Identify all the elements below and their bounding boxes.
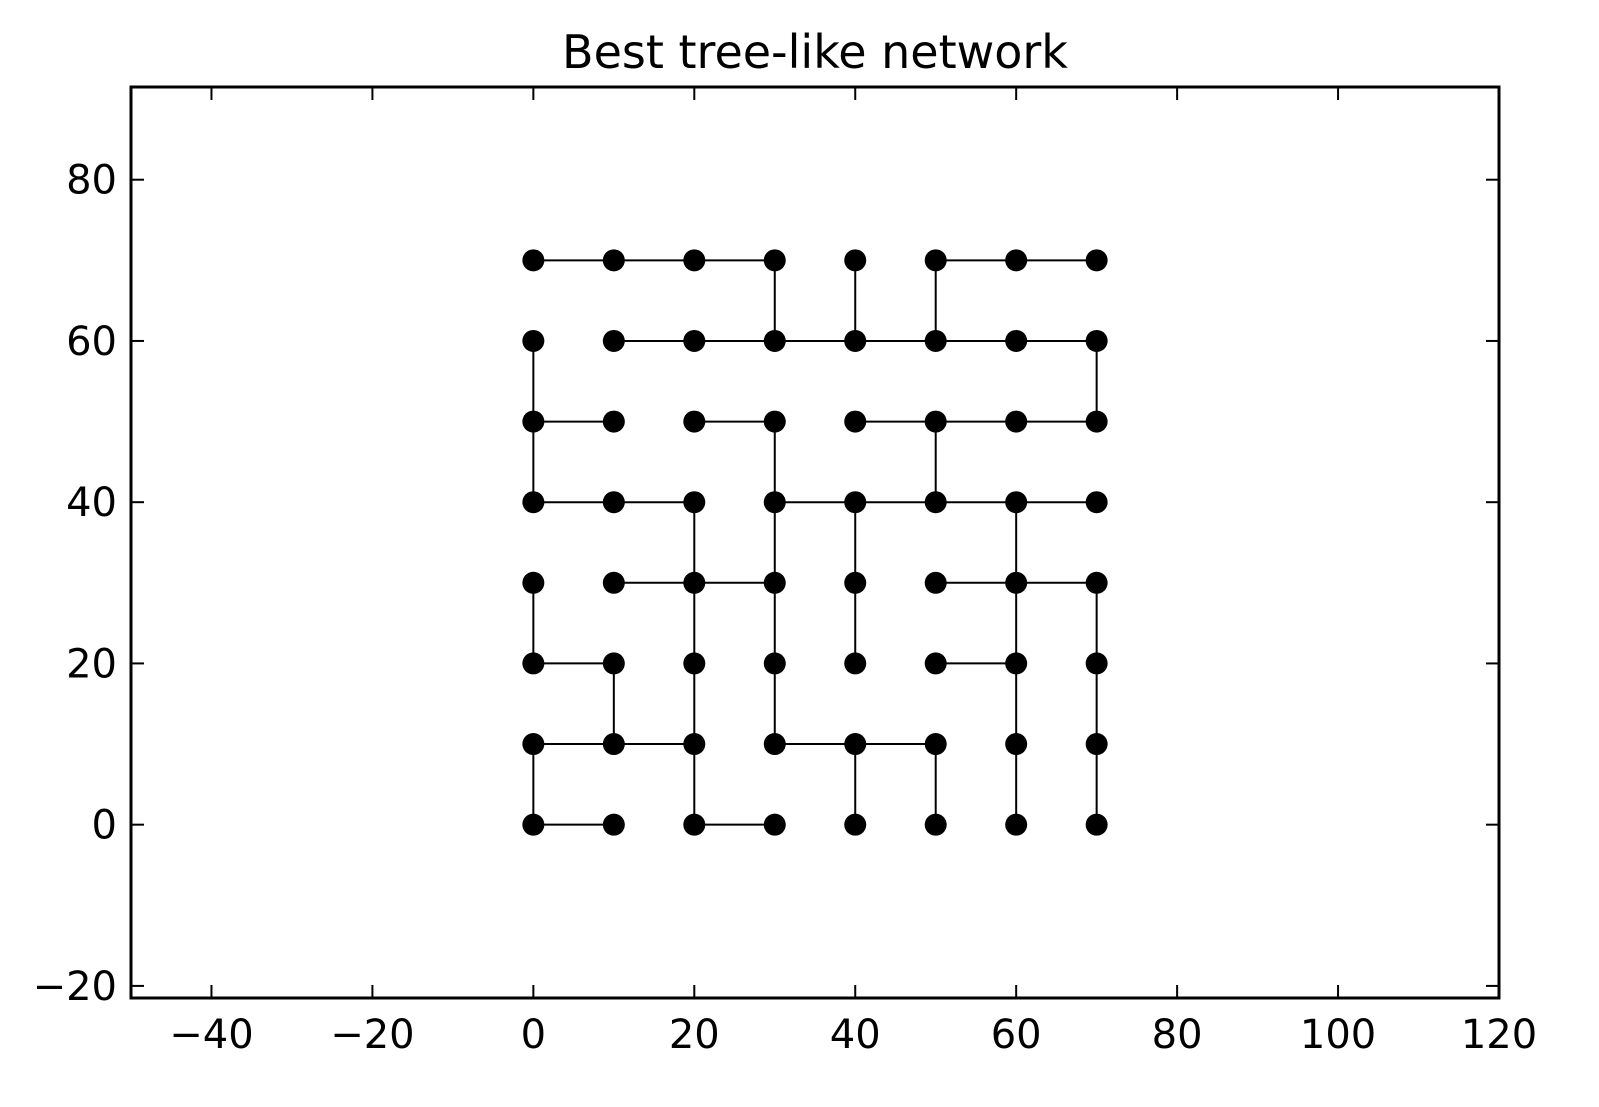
network-node (522, 571, 545, 594)
plot-frame (129, 85, 1501, 1000)
network-node (602, 652, 625, 675)
tick-labels: −40 −20 0 20 40 60 80 100 120 −20 0 20 40 60 80 (33, 158, 1538, 1058)
network-node (924, 249, 947, 272)
network-node (1085, 652, 1108, 675)
network-node (1085, 813, 1108, 836)
network-node (522, 410, 545, 433)
network-node (924, 491, 947, 514)
network-node (1005, 410, 1028, 433)
x-tick-label: 80 (1152, 1012, 1203, 1058)
chart-title: Best tree-like network (562, 25, 1068, 79)
network-node (1005, 733, 1028, 756)
network-node (924, 571, 947, 594)
network-node (1005, 652, 1028, 675)
network-node (683, 249, 706, 272)
x-tick-label: 40 (830, 1012, 881, 1058)
network-node (763, 491, 786, 514)
network-node (602, 410, 625, 433)
x-tick-label: 60 (991, 1012, 1042, 1058)
network-node (602, 249, 625, 272)
network-node (763, 652, 786, 675)
network-node (1085, 410, 1108, 433)
network-node (1085, 249, 1108, 272)
network-node (602, 813, 625, 836)
y-tick-label: 80 (66, 158, 117, 204)
network-node (522, 491, 545, 514)
y-tick-label: 40 (66, 480, 117, 526)
network-node (844, 571, 867, 594)
network-node (1005, 813, 1028, 836)
y-tick-label: 20 (66, 641, 117, 687)
network-node (602, 733, 625, 756)
network-node (1085, 491, 1108, 514)
network-node (683, 491, 706, 514)
network-node (522, 813, 545, 836)
network-node (924, 329, 947, 352)
network-node (844, 329, 867, 352)
network-node (602, 491, 625, 514)
network-node (602, 329, 625, 352)
network-edges (532, 259, 1098, 826)
x-tick-label: 100 (1300, 1012, 1376, 1058)
network-node (683, 329, 706, 352)
network-node (924, 652, 947, 675)
y-tick-label: 60 (66, 319, 117, 365)
network-node (844, 652, 867, 675)
network-node (522, 329, 545, 352)
network-node (924, 733, 947, 756)
x-tick-label: 0 (521, 1012, 546, 1058)
x-tick-label: −20 (330, 1012, 414, 1058)
network-node (844, 410, 867, 433)
network-node (1005, 329, 1028, 352)
network-node (924, 410, 947, 433)
network-node (763, 329, 786, 352)
x-tick-label: 120 (1461, 1012, 1537, 1058)
x-tick-label: 20 (669, 1012, 720, 1058)
network-node (844, 249, 867, 272)
network-node (763, 410, 786, 433)
x-tick-label: −40 (169, 1012, 253, 1058)
network-node (522, 249, 545, 272)
network-node (683, 571, 706, 594)
network-node (763, 249, 786, 272)
network-node (844, 733, 867, 756)
network-node (522, 733, 545, 756)
network-node (1085, 329, 1108, 352)
network-node (1005, 491, 1028, 514)
network-node (1085, 733, 1108, 756)
network-node (763, 813, 786, 836)
network-node (763, 733, 786, 756)
network-node (1085, 571, 1108, 594)
network-node (844, 491, 867, 514)
network-node (602, 571, 625, 594)
network-node (683, 652, 706, 675)
y-tick-label: −20 (33, 964, 117, 1010)
network-node (1005, 249, 1028, 272)
y-tick-label: 0 (92, 803, 117, 849)
network-node (1005, 571, 1028, 594)
axis-ticks (131, 87, 1500, 998)
network-node (683, 410, 706, 433)
network-node (924, 813, 947, 836)
network-node (683, 813, 706, 836)
network-node (522, 652, 545, 675)
network-node (844, 813, 867, 836)
network-node (763, 571, 786, 594)
network-node (683, 733, 706, 756)
network-nodes (522, 249, 1108, 836)
